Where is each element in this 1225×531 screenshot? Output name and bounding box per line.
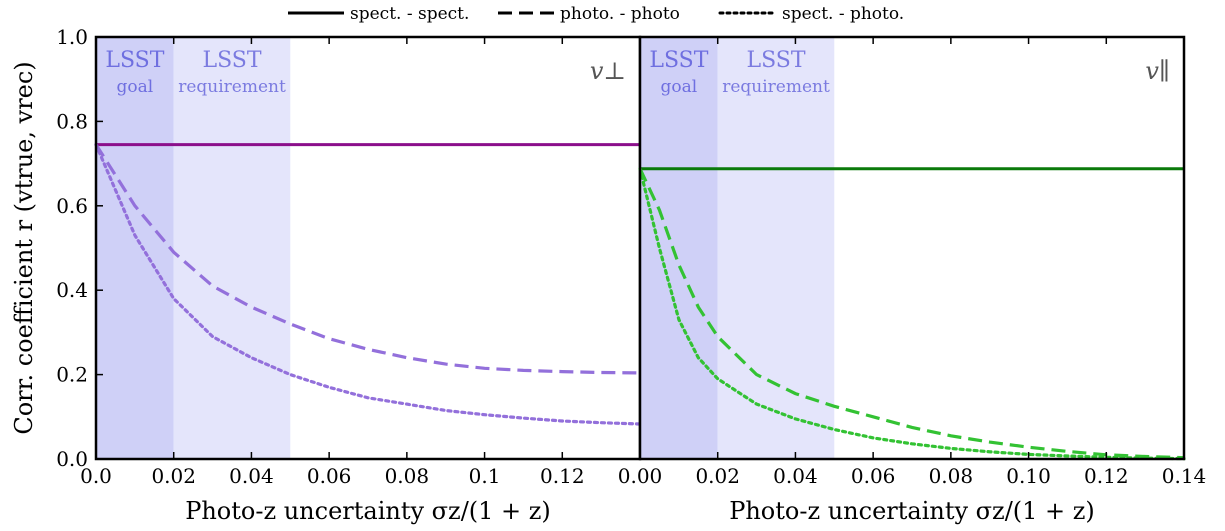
- y-tick-label: 0.2: [56, 363, 88, 387]
- x-tick-label: 0.00: [618, 464, 663, 488]
- panel-corner-label: v∥: [1145, 57, 1170, 85]
- lsst-band-goal: [640, 37, 718, 459]
- x-tick-label: 0.06: [851, 464, 896, 488]
- x-tick-label: 0.02: [151, 464, 196, 488]
- band-title: LSST: [746, 48, 805, 73]
- y-tick-label: 1.0: [56, 25, 88, 49]
- panel-right: LSST goal LSST requirement 0.00 0.02 0.04 0.06 0…: [618, 35, 1207, 525]
- x-tick-label: 0.06: [307, 464, 352, 488]
- band-title: LSST: [202, 48, 261, 73]
- y-tick-label: 0.0: [56, 447, 88, 471]
- x-tick-label: 0.04: [229, 464, 274, 488]
- x-tick-label: 0.12: [540, 464, 585, 488]
- series-line-dotted: [94, 143, 642, 426]
- legend-label: spect. - spect.: [350, 4, 469, 24]
- panel-left: LSST goal LSST requirement 0.0 0.02 0.04 0.06 0.…: [56, 25, 642, 525]
- panel-corner-label: v⊥: [590, 57, 626, 85]
- lsst-band-requirement: [717, 37, 835, 459]
- x-tick-label: 0.12: [1084, 464, 1129, 488]
- x-tick-label: 0.08: [929, 464, 974, 488]
- plot-frame: [638, 35, 1186, 461]
- legend-label: spect. - photo.: [782, 4, 904, 24]
- series-line-dashed: [638, 168, 1185, 460]
- x-tick-label: 0.02: [695, 464, 740, 488]
- band-subtitle: goal: [117, 77, 154, 97]
- lsst-band-requirement: [173, 37, 291, 459]
- y-axis-label-group: Corr. coefficient r (vtrue, vrec): [10, 61, 38, 434]
- series-line-dashed: [94, 143, 641, 375]
- band-title: LSST: [649, 48, 708, 73]
- band-subtitle: requirement: [178, 77, 286, 97]
- x-axis-label: Photo-z uncertainty σz/(1 + z): [185, 497, 551, 525]
- band-title: LSST: [105, 48, 164, 73]
- y-tick-label: 0.8: [56, 109, 88, 133]
- series-line-dotted: [638, 167, 1186, 461]
- x-tick-label: 0.08: [385, 464, 430, 488]
- x-tick-label: 0.1: [469, 464, 501, 488]
- legend-label: photo. - photo: [560, 4, 680, 24]
- x-tick-label: 0.0: [80, 464, 112, 488]
- y-tick-label: 0.4: [56, 278, 88, 302]
- legend: spect. - spect. photo. - photo spect. - ph…: [288, 4, 904, 24]
- x-axis-label: Photo-z uncertainty σz/(1 + z): [729, 497, 1095, 525]
- x-tick-label: 0.04: [773, 464, 818, 488]
- x-tick-label: 0.10: [1006, 464, 1051, 488]
- lsst-band-goal: [96, 37, 174, 459]
- x-tick-label: 0.14: [1162, 464, 1207, 488]
- band-subtitle: requirement: [722, 77, 830, 97]
- y-axis-label: Corr. coefficient r (vtrue, vrec): [10, 61, 38, 434]
- y-tick-label: 0.6: [56, 194, 88, 218]
- band-subtitle: goal: [661, 77, 698, 97]
